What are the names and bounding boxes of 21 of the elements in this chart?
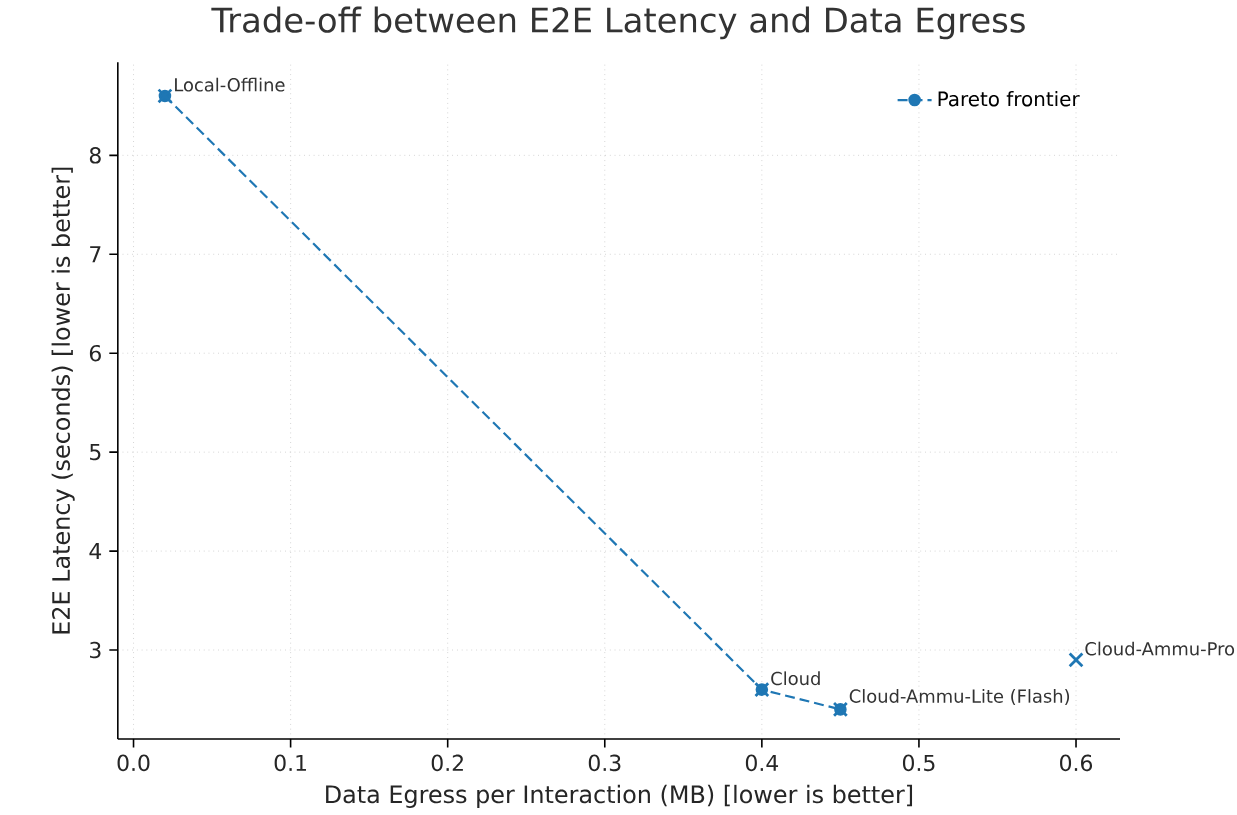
x-tick-label: 0.6: [1060, 754, 1093, 772]
annotation: Cloud: [771, 671, 820, 686]
annotation: Local-Offline: [175, 77, 285, 92]
y-axis-title: E2E Latency (seconds) [lower is better]: [51, 167, 75, 634]
x-tick-label: 0.0: [117, 754, 150, 772]
x-tick-label: 0.1: [274, 754, 306, 772]
x-tick-label: 0.3: [588, 754, 621, 772]
y-tick-label: 7: [90, 246, 101, 263]
y-tick-label: 6: [89, 345, 101, 362]
y-tick-label: 3: [90, 641, 101, 659]
x-tick-label: 0.5: [902, 754, 935, 772]
y-tick-label: 4: [89, 543, 102, 560]
legend-label: Pareto frontier: [938, 91, 1080, 107]
y-tick-label: 8: [89, 147, 101, 164]
chart-title: Trade-off between E2E Latency and Data Egress: [211, 6, 1025, 40]
y-tick-label: 5: [90, 444, 101, 461]
x-tick-label: 0.2: [431, 754, 463, 772]
annotation: Cloud-Ammu-Lite (Flash): [849, 689, 1070, 706]
x-tick-label: 0.4: [745, 754, 779, 772]
x-axis-title: Data Egress per Interaction (MB) [lower is better]: [326, 785, 913, 809]
annotation: Cloud-Ammu-Pro: [1085, 641, 1235, 656]
